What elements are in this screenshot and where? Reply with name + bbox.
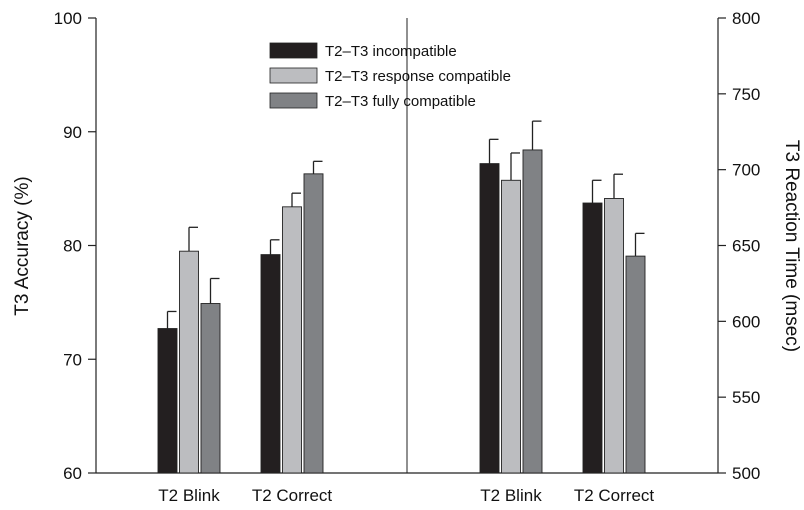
left-axis-title: T3 Accuracy (%): [12, 176, 33, 315]
bar: [604, 198, 624, 474]
legend: T2–T3 incompatible T2–T3 response compati…: [269, 42, 511, 110]
right-tick-label: 500: [732, 464, 760, 483]
bar: [522, 149, 543, 474]
bar: [501, 179, 521, 474]
category-label: T2 Correct: [252, 486, 333, 505]
right-tick-label: 550: [732, 388, 760, 407]
right-tick-label: 650: [732, 237, 760, 256]
legend-label: T2–T3 response compatible: [325, 68, 511, 85]
right-tick-label: 800: [732, 9, 760, 28]
bar: [303, 173, 324, 474]
bar: [200, 303, 221, 474]
category-label: T2 Correct: [574, 486, 655, 505]
right-tick-label: 750: [732, 85, 760, 104]
right-axis: 500 550 600 650 700 750 800: [718, 9, 760, 483]
legend-swatch: [269, 42, 318, 59]
left-axis: 60 70 80 90 100: [54, 9, 96, 483]
left-tick-label: 70: [63, 350, 82, 369]
category-label: T2 Blink: [480, 486, 542, 505]
bar: [282, 206, 302, 474]
left-tick-label: 80: [63, 237, 82, 256]
right-axis-title: T3 Reaction Time (msec): [781, 140, 802, 352]
right-tick-label: 600: [732, 312, 760, 331]
bar: [260, 254, 281, 474]
legend-swatch: [269, 67, 318, 84]
legend-label: T2–T3 incompatible: [325, 43, 457, 60]
left-tick-label: 90: [63, 123, 82, 142]
category-labels: T2 Blink T2 Correct T2 Blink T2 Correct: [158, 486, 654, 505]
bar: [582, 202, 603, 474]
right-tick-label: 700: [732, 161, 760, 180]
bar: [179, 250, 199, 474]
left-tick-label: 100: [54, 9, 82, 28]
legend-swatch: [269, 92, 318, 109]
category-label: T2 Blink: [158, 486, 220, 505]
bars: [157, 120, 646, 474]
left-tick-label: 60: [63, 464, 82, 483]
bar: [157, 328, 178, 474]
bar: [479, 163, 500, 474]
legend-label: T2–T3 fully compatible: [325, 93, 476, 110]
bar: [625, 255, 646, 474]
